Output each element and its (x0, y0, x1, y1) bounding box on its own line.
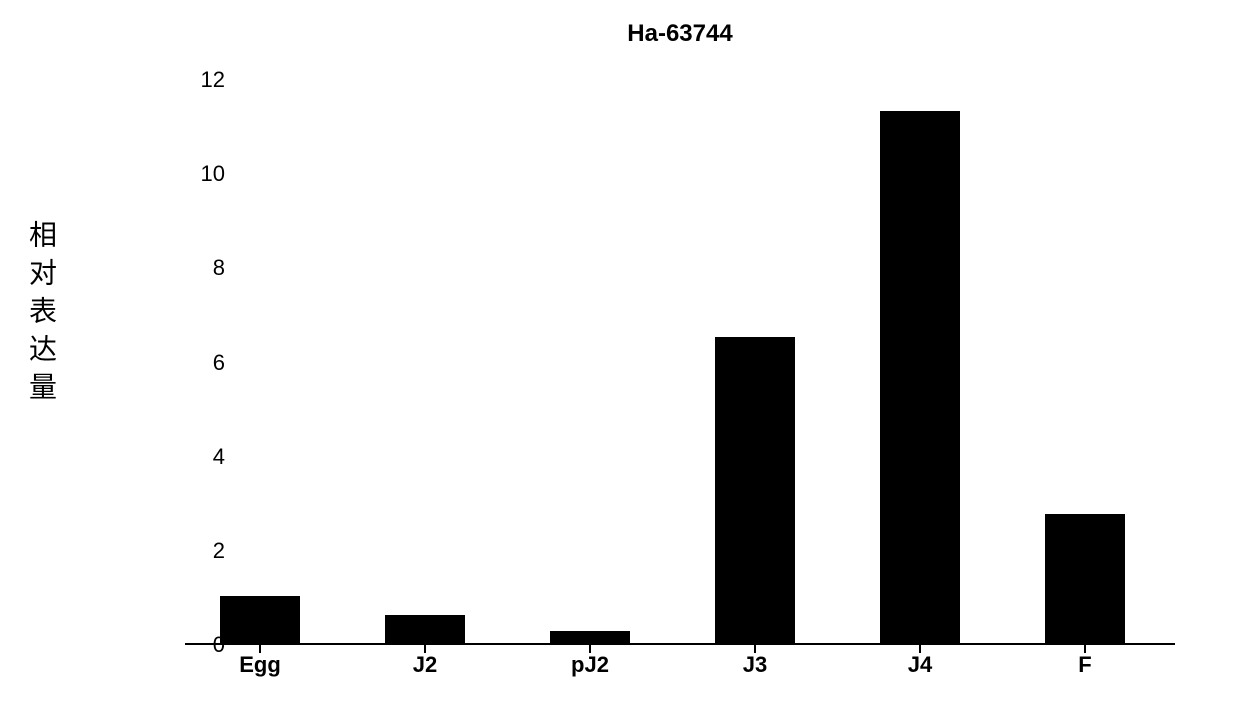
x-tick-label: J3 (743, 652, 767, 678)
bar (715, 337, 795, 643)
bar (550, 631, 630, 643)
y-axis-label: 相对表达量 (20, 220, 60, 410)
x-tick (259, 645, 261, 653)
y-tick-label: 12 (185, 67, 225, 93)
y-tick-label: 2 (185, 538, 225, 564)
y-tick-label: 8 (185, 255, 225, 281)
x-tick-label: J2 (413, 652, 437, 678)
x-tick (589, 645, 591, 653)
y-tick-label: 10 (185, 161, 225, 187)
chart-title: Ha-63744 (130, 20, 1230, 48)
y-tick-label: 6 (185, 350, 225, 376)
bar (385, 615, 465, 643)
y-tick-label: 0 (185, 632, 225, 658)
x-tick (919, 645, 921, 653)
x-tick-label: F (1078, 652, 1091, 678)
x-tick (424, 645, 426, 653)
x-tick (754, 645, 756, 653)
bar (220, 596, 300, 643)
bars-region (185, 80, 1175, 645)
y-tick-label: 4 (185, 444, 225, 470)
bar (880, 111, 960, 643)
x-tick-label: J4 (908, 652, 932, 678)
chart-container: Ha-63744 相对表达量 024681012EggJ2pJ2J3J4F (130, 20, 1230, 700)
plot-area: 024681012EggJ2pJ2J3J4F (185, 80, 1175, 645)
x-tick-label: Egg (239, 652, 281, 678)
bar (1045, 514, 1125, 643)
x-tick-label: pJ2 (571, 652, 609, 678)
x-tick (1084, 645, 1086, 653)
